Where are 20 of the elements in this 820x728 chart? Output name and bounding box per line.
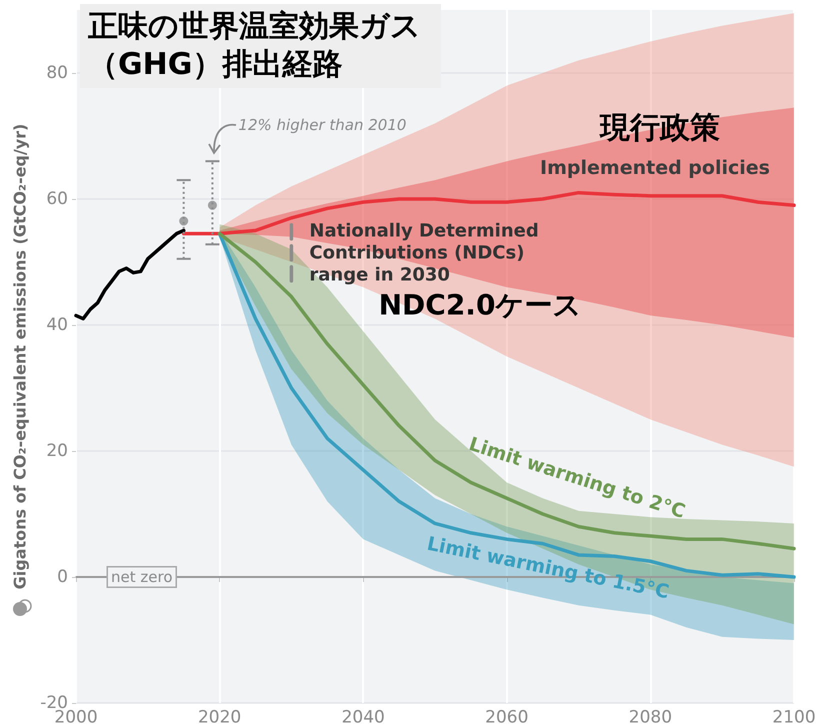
y-tick-label: 20 (46, 441, 68, 461)
y-tick-label: 60 (46, 189, 68, 209)
annotation: 現行政策 (599, 110, 720, 146)
y-axis-title: Gigatons of CO₂-equivalent emissions (GtCO₂-eq/yr) (10, 124, 30, 590)
annotation: 12% higher than 2010 (238, 116, 406, 134)
y-tick-label: 40 (46, 315, 68, 335)
y-tick-label: 80 (46, 63, 68, 83)
series-label: Implemented policies (540, 157, 770, 179)
x-tick-label: 2060 (485, 708, 528, 728)
text: Limit warming to 1.5°C (425, 532, 671, 604)
x-tick-label: 2100 (772, 708, 816, 728)
x-tick-label: 2080 (628, 708, 672, 728)
annotation: NDC2.0ケース (378, 288, 582, 322)
text: 正味の世界温室効果ガス（GHG）排出経路 (80, 4, 441, 88)
ref-line-label: net zero (111, 568, 173, 586)
annotation: Nationally Determined Contributions (NDCs) range in 2030 (309, 220, 545, 286)
y-tick-label: 0 (57, 567, 68, 587)
x-tick-label: 2020 (198, 708, 242, 728)
x-tick-label: 2040 (342, 708, 385, 728)
line-series (74, 228, 186, 320)
